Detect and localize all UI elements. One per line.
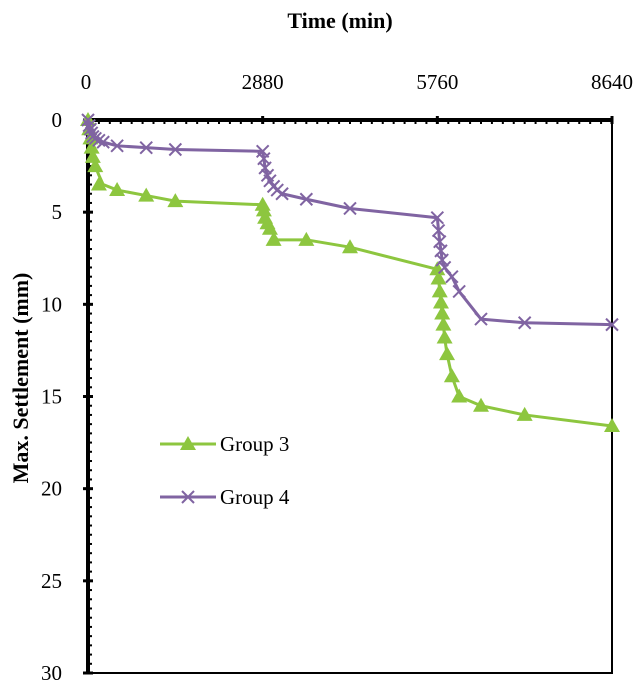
legend-marker-group-3 xyxy=(180,436,196,450)
series-point-group-4-26-b xyxy=(437,260,452,275)
series-point-group-4-21-b xyxy=(430,210,445,225)
series-point-group-4-2-b xyxy=(83,122,98,136)
series-point-group-3-23 xyxy=(435,316,452,331)
series-point-group-3-7 xyxy=(109,182,126,197)
series-point-group-3-4 xyxy=(84,148,101,163)
series-point-group-3-15 xyxy=(265,231,282,246)
x-axis-title: Time (min) xyxy=(287,8,392,33)
series-point-group-3-14 xyxy=(261,220,278,235)
series-point-group-4-31-b xyxy=(605,317,619,332)
series-point-group-3-16 xyxy=(298,231,315,246)
series-point-group-4-15-b xyxy=(263,174,277,188)
series-point-group-4-28-b xyxy=(452,284,466,299)
series-point-group-4-19-b xyxy=(299,192,314,206)
series-point-group-3-9 xyxy=(167,193,184,208)
x-tick-label-0: 0 xyxy=(81,70,92,94)
series-point-group-4-1-b xyxy=(82,118,96,133)
series-point-group-4-6-b xyxy=(92,133,106,147)
y-tick-label-10: 10 xyxy=(41,292,62,316)
series-point-group-3-30 xyxy=(604,417,620,432)
series-point-group-3-2 xyxy=(82,130,99,145)
series-point-group-3-5 xyxy=(87,158,104,173)
y-ticks-layer: 0 5 10 15 20 25 30 xyxy=(41,108,93,685)
series-point-group-4-9-b xyxy=(139,140,153,155)
series-point-group-4-27-b xyxy=(445,269,459,284)
x-tick-label-2880: 2880 xyxy=(242,70,284,94)
series-point-group-4-25-b xyxy=(435,253,449,267)
y-tick-label-0: 0 xyxy=(52,108,63,132)
series-point-group-4-10-b xyxy=(168,142,183,157)
series-point-group-3-19 xyxy=(430,270,447,285)
series-point-group-4-18-b xyxy=(275,187,289,201)
x-tick-label-5760: 5760 xyxy=(416,70,458,94)
legend-label-group-3: Group 3 xyxy=(220,432,289,456)
y-tick-label-25: 25 xyxy=(41,569,62,593)
series-point-group-3-29 xyxy=(516,406,533,421)
y-axis-title: Max. Settlement (mm) xyxy=(8,273,33,484)
series-point-group-4-30-b xyxy=(517,316,532,330)
series-point-group-3-28 xyxy=(473,397,489,412)
x-tick-label-8640: 8640 xyxy=(591,70,633,94)
series-point-group-3-20 xyxy=(431,283,448,298)
y-tick-label-20: 20 xyxy=(41,477,62,501)
series-point-group-3-21 xyxy=(432,294,449,309)
series-point-group-3-24 xyxy=(436,329,453,344)
series-point-group-4-29-b xyxy=(474,312,488,326)
series-point-group-4-22-b xyxy=(431,223,446,238)
legend-item-group-3: Group 3 xyxy=(160,432,289,456)
series-point-group-4-5-b xyxy=(88,131,102,146)
legend-item-group-4: Group 4 xyxy=(160,485,290,509)
y-tick-label-30: 30 xyxy=(41,661,62,685)
series-point-group-4-14-b xyxy=(260,168,275,183)
series-point-group-4-13-b xyxy=(258,161,272,175)
series-point-group-3-6 xyxy=(90,176,107,191)
series-point-group-4-7-b xyxy=(96,135,110,149)
series-point-group-3-8 xyxy=(138,187,155,202)
series-point-group-3-17 xyxy=(342,239,358,254)
series-point-group-3-3 xyxy=(83,139,100,154)
series-point-group-3-22 xyxy=(434,305,451,320)
legend-marker-group-4-b xyxy=(181,490,195,504)
series-point-group-4-3-b xyxy=(84,126,99,140)
series-point-group-3-11 xyxy=(255,202,272,217)
series-point-group-3-27 xyxy=(451,388,468,403)
legend-label-group-4: Group 4 xyxy=(220,485,290,509)
series-point-group-4-11-b xyxy=(255,144,270,159)
series-point-group-4-20-b xyxy=(343,201,357,216)
y-tick-label-15: 15 xyxy=(41,385,62,409)
legend: Group 3 Group 4 xyxy=(160,432,290,509)
y-tick-label-5: 5 xyxy=(52,200,63,224)
x-ticks-layer: 0 2880 5760 8640 xyxy=(81,70,633,124)
series-layer xyxy=(80,112,620,432)
series-point-group-3-25 xyxy=(439,346,456,361)
series-point-group-3-26 xyxy=(443,368,460,383)
series-point-group-4-8-b xyxy=(110,139,124,153)
